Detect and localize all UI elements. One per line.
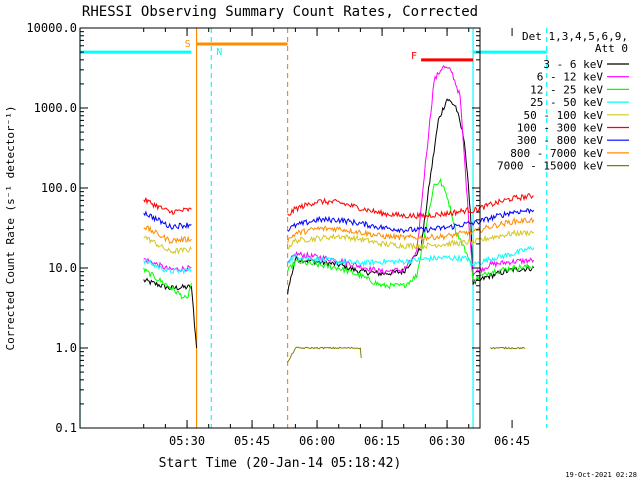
legend-header-0: Det 1,3,4,5,6,9, [522, 30, 628, 43]
plot-frame [79, 27, 481, 429]
series-line-5 [143, 193, 534, 220]
annotation-label-1: N [216, 47, 222, 58]
legend-label-7: 800 - 7000 keV [510, 147, 603, 160]
y-tick-label-4: 1000.0 [34, 101, 77, 115]
chart-title: RHESSI Observing Summary Count Rates, Co… [82, 4, 478, 20]
x-tick-label-3: 06:15 [364, 434, 400, 448]
legend-label-6: 300 - 800 keV [517, 134, 603, 147]
legend-label-0: 3 - 6 keV [543, 58, 603, 71]
y-tick-label-0: 0.1 [55, 421, 77, 435]
y-tick-label-5: 10000.0 [26, 21, 77, 35]
legend-header-1: Att 0 [595, 42, 628, 55]
axes-group: 0.1 1.0 10.0 100.0 1000.0 10000.0 05:30 05:45 06… [26, 21, 530, 448]
y-axis-label: Corrected Count Rate (s⁻¹ detector⁻¹) [4, 105, 17, 350]
legend-label-1: 6 - 12 keV [537, 71, 604, 84]
series-line-3 [143, 245, 535, 275]
x-tick-label-0: 05:30 [169, 434, 205, 448]
y-tick-label-2: 10.0 [48, 261, 77, 275]
x-tick-label-4: 06:30 [429, 434, 465, 448]
y-tick-label-1: 1.0 [55, 341, 77, 355]
x-tick-label-1: 05:45 [234, 434, 270, 448]
series-group [143, 65, 535, 363]
series-line-8 [287, 346, 526, 363]
legend-label-3: 25 - 50 keV [530, 96, 603, 109]
series-line-2 [143, 177, 534, 300]
annotations-group: S N F [80, 39, 547, 62]
series-line-4 [143, 229, 535, 255]
annotation-label-0: S [185, 39, 191, 50]
annotation-label-3: F [411, 51, 417, 62]
series-line-0 [143, 98, 535, 349]
x-axis-label: Start Time (20-Jan-14 05:18:42) [159, 456, 402, 471]
legend-label-8: 7000 - 15000 keV [497, 160, 603, 173]
series-line-7 [143, 217, 535, 245]
legend-label-5: 100 - 300 keV [517, 122, 603, 135]
legend-label-4: 50 - 100 keV [524, 109, 604, 122]
y-tick-label-3: 100.0 [41, 181, 77, 195]
series-line-6 [143, 208, 535, 234]
x-tick-label-5: 06:45 [494, 434, 530, 448]
x-tick-label-2: 06:00 [299, 434, 335, 448]
footer-date: 19-Oct-2021 02:28 [565, 471, 637, 479]
legend-label-2: 12 - 25 keV [530, 83, 603, 96]
